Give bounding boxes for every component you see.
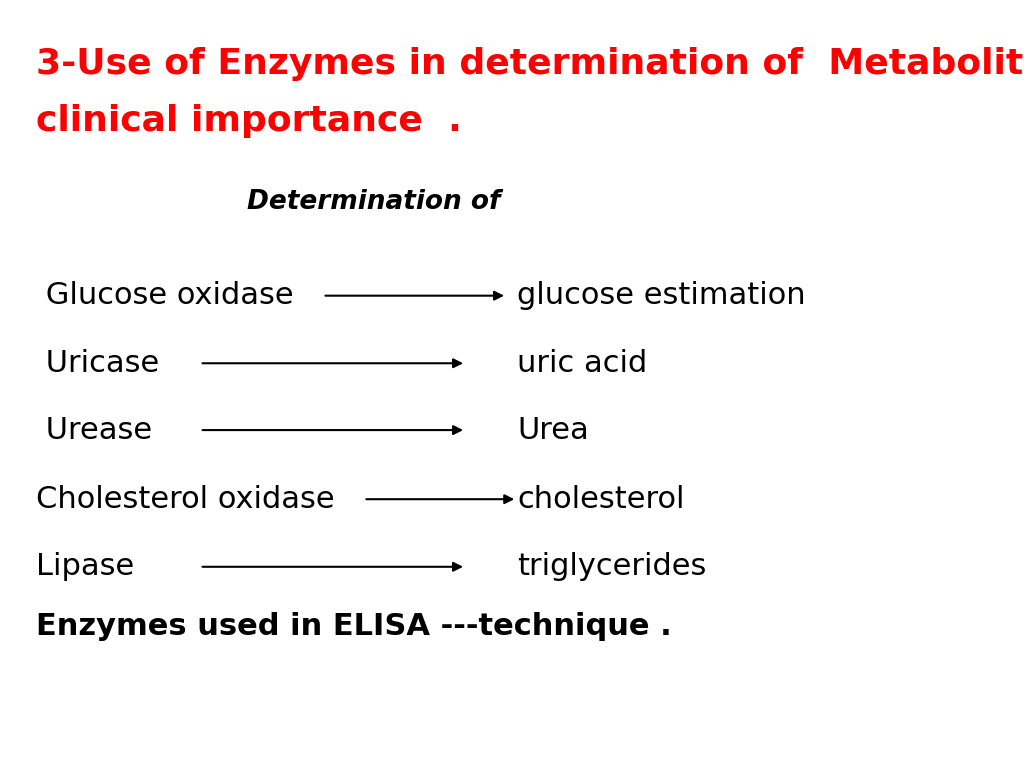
Text: 3-Use of Enzymes in determination of  Metabolites of: 3-Use of Enzymes in determination of Met…	[36, 47, 1024, 81]
Text: Cholesterol oxidase: Cholesterol oxidase	[36, 485, 335, 514]
Text: Glucose oxidase: Glucose oxidase	[36, 281, 294, 310]
Text: glucose estimation: glucose estimation	[517, 281, 806, 310]
Text: Uricase: Uricase	[36, 349, 159, 378]
Text: Enzymes used in ELISA ---technique .: Enzymes used in ELISA ---technique .	[36, 612, 672, 641]
Text: clinical importance  .: clinical importance .	[36, 104, 462, 138]
Text: cholesterol: cholesterol	[517, 485, 685, 514]
Text: Determination of: Determination of	[247, 189, 501, 215]
Text: Lipase: Lipase	[36, 552, 134, 581]
Text: triglycerides: triglycerides	[517, 552, 707, 581]
Text: Urea: Urea	[517, 415, 589, 445]
Text: Urease: Urease	[36, 415, 152, 445]
Text: uric acid: uric acid	[517, 349, 647, 378]
